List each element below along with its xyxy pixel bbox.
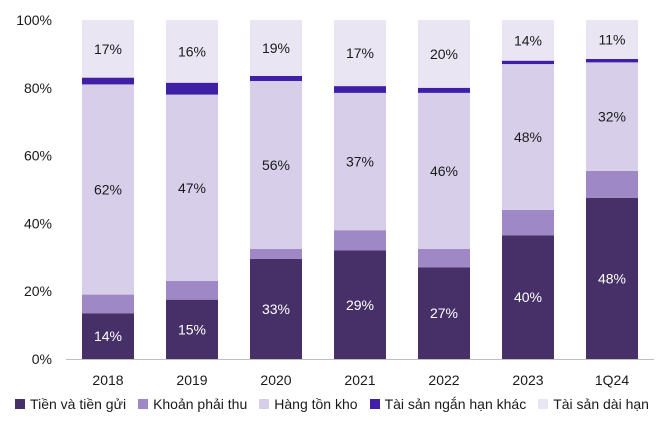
data-label: 11% [599,31,626,47]
x-tick-label: 2018 [92,372,123,388]
y-tick-label: 20% [24,283,52,299]
bar-segment-1-2020 [250,258,302,359]
bar-segment-2-2019 [166,281,218,300]
chart-legend: Tiền và tiền gửi Khoản phải thu Hàng tồn k… [0,396,664,412]
bar-segment-3-2020 [250,81,302,249]
legend-item: Hàng tồn kho [259,396,358,412]
data-label: 17% [346,45,374,61]
legend-swatch [538,399,549,409]
bar-segment-5-2019 [166,20,218,83]
bar-segment-1-2021 [334,250,386,359]
data-label: 14% [94,328,122,344]
data-label: 27% [430,305,458,321]
bar-segment-5-2021 [334,20,386,87]
data-label: 15% [178,321,206,337]
data-label: 17% [94,41,122,57]
bar-segment-4-2018 [82,77,134,85]
data-label: 37% [346,154,374,170]
legend-label: Tài sản dài hạn [553,396,649,412]
bar-segment-5-2018 [82,20,134,78]
y-tick-label: 100% [16,12,52,28]
y-tick-label: 80% [24,80,52,96]
legend-swatch [369,399,380,409]
bar-segment-4-2023 [502,60,554,65]
bar-segment-2-2022 [418,248,470,268]
bar-segment-4-2022 [418,87,470,93]
legend-item: Tài sản ngắn hạn khác [369,396,527,412]
x-tick-label: 2023 [512,372,543,388]
legend-label: Tài sản ngắn hạn khác [384,396,527,412]
bar-segment-4-2021 [334,86,386,93]
data-label: 19% [262,40,290,56]
bar-segment-2-2018 [82,294,134,314]
data-label: 48% [514,129,542,145]
bar-segment-5-2020 [250,20,302,76]
x-tick-label: 2021 [344,372,375,388]
bar-segment-5-2022 [418,20,470,88]
bar-segment-4-2020 [250,75,302,82]
bar-segment-1-2018 [82,313,134,359]
legend-swatch [15,399,26,409]
data-label: 33% [262,301,290,317]
bar-segment-2-2020 [250,248,302,259]
data-label: 40% [514,289,542,305]
bar-segment-1-2023 [502,235,554,359]
x-tick-label: 2019 [176,372,207,388]
legend-swatch [138,399,149,409]
data-label: 29% [346,297,374,313]
bar-segment-5-1Q24 [586,20,638,59]
data-label: 62% [94,182,122,198]
bar-segment-3-2021 [334,92,386,231]
bar-segment-5-2023 [502,20,554,61]
legend-item: Tài sản dài hạn [538,396,649,412]
legend-swatch [259,399,270,409]
legend-label: Hàng tồn kho [274,396,358,412]
data-label: 14% [514,32,542,48]
y-tick-label: 60% [24,148,52,164]
legend-label: Tiền và tiền gửi [30,396,127,412]
x-tick-label: 2020 [260,372,291,388]
bar-segment-3-2022 [418,92,470,249]
bar-segment-2-1Q24 [586,170,638,198]
bar-segment-3-2018 [82,84,134,295]
x-tick-label: 2022 [428,372,459,388]
data-label: 46% [430,163,458,179]
chart-canvas: 0% 20% 40% 60% 80% 100% 14% 62% 17% 2018 15% 47% 16%… [16,12,654,388]
data-label: 47% [178,180,206,196]
bar-segment-4-1Q24 [586,58,638,63]
bar-segment-3-1Q24 [586,62,638,171]
data-label: 56% [262,157,290,173]
data-label: 20% [430,46,458,62]
y-tick-label: 0% [32,351,52,367]
bar-segment-4-2019 [166,82,218,95]
x-tick-label: 1Q24 [595,372,629,388]
bar-segment-3-2019 [166,94,218,282]
bar-segment-1-2019 [166,299,218,359]
legend-item: Tiền và tiền gửi [15,396,126,412]
data-label: 16% [178,43,206,59]
bar-segment-1-1Q24 [586,197,638,359]
data-label: 32% [598,109,626,125]
y-tick-label: 40% [24,215,52,231]
data-label: 48% [598,270,626,286]
legend-item: Khoản phải thu [138,396,247,412]
bar-segment-2-2023 [502,209,554,236]
bar-segment-3-2023 [502,64,554,210]
bar-segment-2-2021 [334,230,386,251]
bar-segment-1-2022 [418,267,470,359]
legend-label: Khoản phải thu [153,396,248,412]
